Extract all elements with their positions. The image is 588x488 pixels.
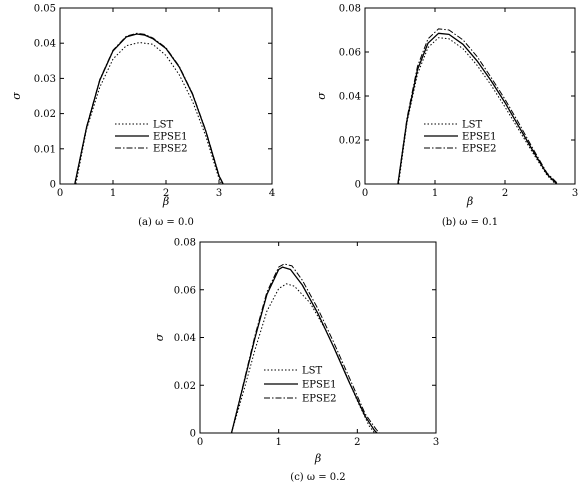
x-tick-label: 2 [354,437,360,448]
legend-label-epse1: EPSE1 [153,132,188,143]
x-tick-label: 0 [197,437,203,448]
y-tick-label: 0.04 [339,92,361,103]
y-tick-label: 0.08 [174,238,196,249]
y-axis-label: σ [153,333,166,341]
legend-label-epse1: EPSE1 [462,132,497,143]
x-tick-label: 1 [275,437,281,448]
x-tick-label: 3 [572,188,578,199]
plot-frame [59,7,273,185]
series-line-epse1 [74,33,224,184]
y-tick-label: 0 [355,180,361,191]
y-tick-label: 0 [50,180,56,191]
series-line-epse2 [397,28,559,184]
y-tick-label: 0.06 [339,48,361,59]
y-tick-label: 0.01 [34,144,56,155]
x-axis-label: β [314,452,321,465]
series-line-lst [75,42,223,184]
legend-label-epse2: EPSE2 [302,394,337,405]
y-tick-label: 0.05 [34,4,56,15]
y-tick-label: 0.02 [339,136,361,147]
x-tick-label: 2 [163,188,169,199]
y-tick-label: 0.08 [339,4,361,15]
legend-label-lst: LST [302,366,322,377]
y-tick-label: 0 [190,429,196,440]
y-tick-label: 0.02 [34,109,56,120]
legend-label-epse2: EPSE2 [462,144,497,155]
legend-label-lst: LST [462,120,482,131]
series-line-epse2 [231,263,380,433]
x-tick-label: 3 [216,188,222,199]
x-tick-label: 4 [269,188,275,199]
series-line-lst [398,37,556,184]
series-line-lst [231,283,375,433]
y-axis-label: σ [10,92,23,100]
panel-caption: (a) ω = 0.0 [138,217,194,228]
series-line-epse1 [397,32,558,184]
y-tick-label: 0.06 [174,285,196,296]
legend-label-lst: LST [153,120,173,131]
x-axis-label: β [466,195,473,208]
y-axis-label: σ [315,92,328,100]
y-tick-label: 0.04 [174,333,196,344]
legend-label-epse1: EPSE1 [302,380,337,391]
x-axis-label: β [162,195,169,208]
panel-caption: (b) ω = 0.1 [442,217,498,228]
y-tick-label: 0.02 [174,381,196,392]
x-tick-label: 0 [362,188,368,199]
x-tick-label: 1 [110,188,116,199]
series-line-epse2 [74,32,224,184]
y-tick-label: 0.03 [34,74,56,85]
chart-panel-3: 0 1 2 3 0 0.02 0.04 0.06 0.08 β σ (c) ω = 0.2 LST EPS… [153,238,439,484]
x-tick-label: 1 [432,188,438,199]
x-tick-label: 3 [433,437,439,448]
y-tick-label: 0.04 [34,39,56,50]
chart-panel-1: 0 1 2 3 4 0 0.01 0.02 0.03 0.04 0.05 β σ (a) ω = 0.0 L… [10,4,275,229]
plot-frame [364,7,576,185]
panel-caption: (c) ω = 0.2 [290,472,345,483]
x-tick-label: 0 [57,188,63,199]
legend-label-epse2: EPSE2 [153,144,188,155]
series-line-epse1 [230,266,378,433]
x-tick-label: 2 [502,188,508,199]
